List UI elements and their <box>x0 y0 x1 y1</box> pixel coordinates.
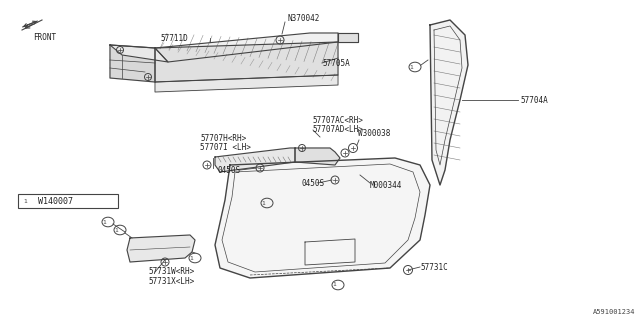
Text: W140007: W140007 <box>38 196 73 205</box>
Polygon shape <box>430 20 468 185</box>
Text: 1: 1 <box>333 283 337 287</box>
Text: W300038: W300038 <box>358 129 390 138</box>
Text: 1: 1 <box>410 65 413 69</box>
Text: 1: 1 <box>115 228 118 233</box>
Polygon shape <box>110 45 168 62</box>
Polygon shape <box>155 33 338 62</box>
Text: 57707H<RH>: 57707H<RH> <box>200 133 246 142</box>
Text: 57731X<LH>: 57731X<LH> <box>148 276 195 285</box>
Text: 57731C: 57731C <box>420 262 448 271</box>
Polygon shape <box>215 148 295 172</box>
Polygon shape <box>215 158 430 278</box>
Text: M000344: M000344 <box>370 180 403 189</box>
Text: 57704A: 57704A <box>520 95 548 105</box>
Text: 0450S: 0450S <box>302 179 325 188</box>
Text: 1: 1 <box>103 220 107 225</box>
Polygon shape <box>155 75 338 92</box>
Text: A591001234: A591001234 <box>593 309 635 315</box>
Polygon shape <box>127 235 195 262</box>
Text: 57707AC<RH>: 57707AC<RH> <box>312 116 363 124</box>
Text: 0450S: 0450S <box>218 165 241 174</box>
Text: N370042: N370042 <box>287 13 319 22</box>
Text: 1: 1 <box>190 255 194 260</box>
Text: 1: 1 <box>23 198 27 204</box>
Text: 57707AD<LH>: 57707AD<LH> <box>312 124 363 133</box>
Text: 57707I <LH>: 57707I <LH> <box>200 142 251 151</box>
Polygon shape <box>338 33 358 42</box>
Text: FRONT: FRONT <box>33 33 56 42</box>
Polygon shape <box>295 148 340 165</box>
Polygon shape <box>110 45 155 82</box>
Text: 57711D: 57711D <box>160 34 188 43</box>
Text: 57731W<RH>: 57731W<RH> <box>148 268 195 276</box>
Text: 1: 1 <box>262 201 266 205</box>
Text: 57705A: 57705A <box>322 59 349 68</box>
FancyBboxPatch shape <box>18 194 118 208</box>
Polygon shape <box>155 42 338 82</box>
